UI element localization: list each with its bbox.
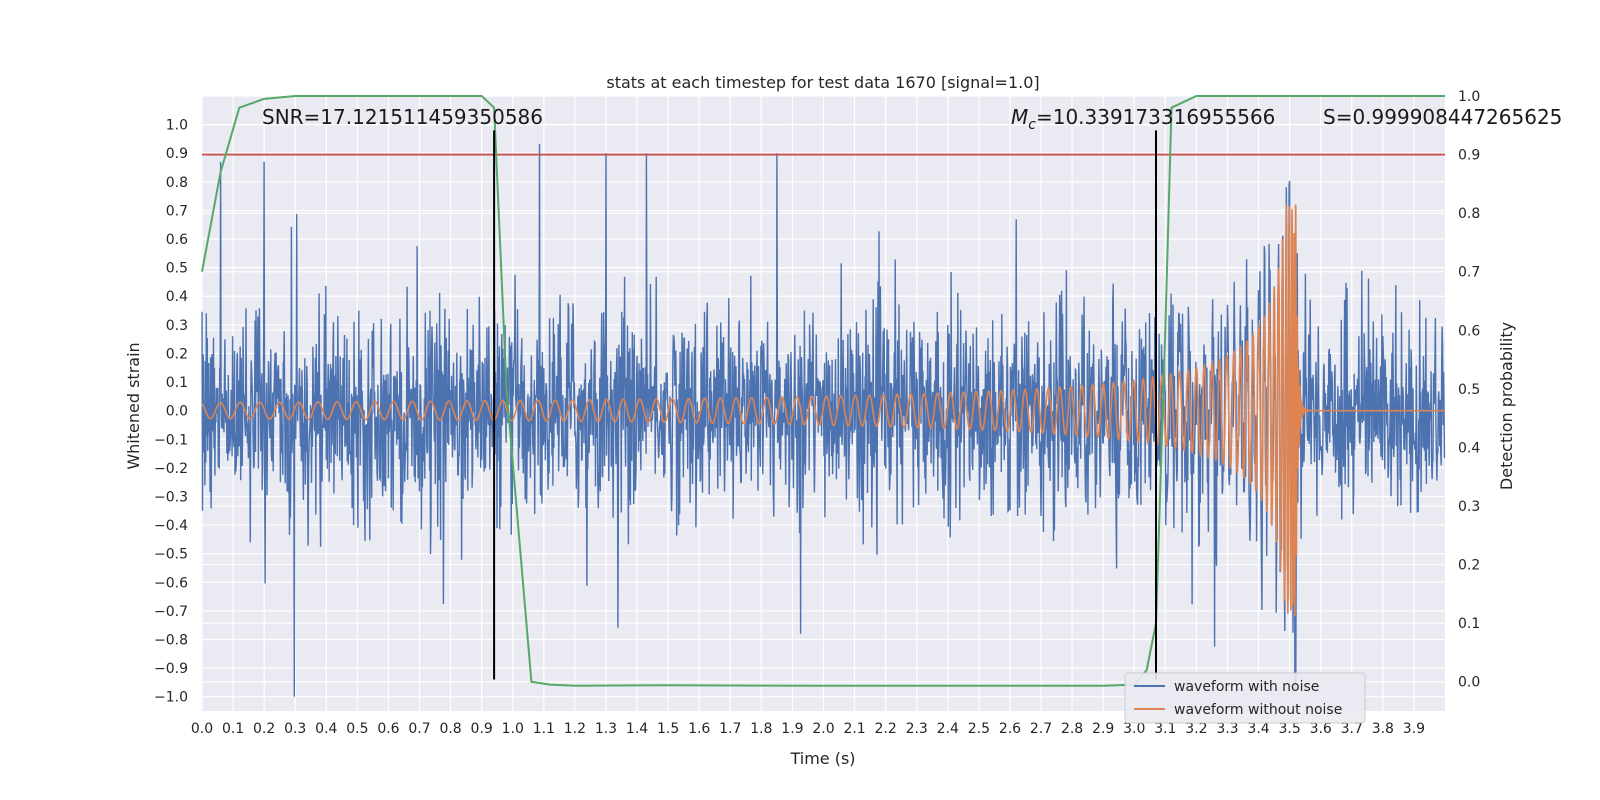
x-tick-label: 0.1	[222, 721, 244, 737]
y-tick-label: −0.3	[154, 489, 188, 505]
y-right-tick-label: 0.9	[1458, 148, 1480, 164]
chirp-mass-symbol: M	[1011, 105, 1028, 129]
y-tick-label: 0.2	[166, 346, 188, 362]
x-tick-label: 3.0	[1123, 721, 1145, 737]
y-right-tick-label: 1.0	[1458, 89, 1480, 105]
chirp-mass-value: =10.339173316955566	[1036, 105, 1275, 129]
y-tick-label: 0.6	[166, 232, 188, 248]
x-tick-label: 3.1	[1154, 721, 1176, 737]
y-right-tick-label: 0.4	[1458, 440, 1480, 456]
x-axis-label: Time (s)	[789, 749, 855, 768]
x-tick-label: 0.9	[471, 721, 493, 737]
x-tick-label: 1.5	[657, 721, 679, 737]
y-tick-label: −0.4	[154, 518, 188, 534]
y-tick-label: 0.5	[166, 261, 188, 277]
x-tick-label: 2.1	[843, 721, 865, 737]
y-tick-label: −1.0	[154, 690, 188, 706]
y-tick-label: −0.5	[154, 547, 188, 563]
y-tick-label: −0.2	[154, 461, 188, 477]
clean-line	[201, 204, 1445, 617]
x-tick-label: 1.6	[688, 721, 710, 737]
y-tick-label: 0.3	[166, 318, 188, 334]
x-tick-label: 1.4	[626, 721, 648, 737]
probability-line	[201, 95, 1445, 687]
x-tick-label: 2.5	[968, 721, 990, 737]
y-tick-label: 0.8	[166, 175, 188, 191]
x-tick-label: 0.5	[346, 721, 368, 737]
y-tick-label: −0.1	[154, 432, 188, 448]
chirp-mass-annotation: Mc=10.339173316955566	[1011, 105, 1275, 133]
y-tick-label: 0.7	[166, 203, 188, 219]
x-tick-label: 1.3	[595, 721, 617, 737]
y-tick-label: −0.9	[154, 661, 188, 677]
x-tick-label: 0.8	[439, 721, 461, 737]
x-tick-label: 3.4	[1247, 721, 1269, 737]
x-tick-label: 0.4	[315, 721, 337, 737]
y-axis-label: Whitened strain	[124, 342, 143, 469]
legend: waveform with noise waveform without noi…	[1124, 672, 1366, 724]
x-tick-label: 2.4	[937, 721, 959, 737]
x-tick-label: 0.2	[253, 721, 275, 737]
x-tick-label: 0.0	[191, 721, 213, 737]
x-tick-label: 3.9	[1403, 721, 1425, 737]
y-tick-label: 0.1	[166, 375, 188, 391]
chirp-mass-subscript: c	[1028, 117, 1036, 133]
x-tick-label: 0.6	[377, 721, 399, 737]
x-tick-label: 3.5	[1278, 721, 1300, 737]
legend-label-noise: waveform with noise	[1174, 679, 1319, 695]
x-tick-label: 1.9	[781, 721, 803, 737]
y-tick-label: 0.9	[166, 146, 188, 162]
vertical-markers	[493, 130, 1158, 680]
score-annotation: S=0.999908447265625	[1323, 105, 1562, 129]
chart-title: stats at each timestep for test data 167…	[606, 73, 1039, 92]
y-right-tick-label: 0.8	[1458, 206, 1480, 222]
legend-label-clean: waveform without noise	[1174, 702, 1342, 718]
x-tick-label: 0.7	[408, 721, 430, 737]
y-right-tick-label: 0.3	[1458, 499, 1480, 515]
y-right-axis-label: Detection probability	[1497, 322, 1516, 490]
x-tick-label: 1.0	[502, 721, 524, 737]
x-tick-label: 3.7	[1341, 721, 1363, 737]
y-right-tick-label: 0.6	[1458, 323, 1480, 339]
series-waveform-without-noise	[201, 204, 1445, 617]
y-right-tick-labels: 1.0 0.9 0.8 0.7 0.6 0.5 0.4 0.3 0.2 0.1 0.0	[1458, 89, 1480, 691]
x-tick-label: 2.7	[1030, 721, 1052, 737]
y-right-tick-label: 0.0	[1458, 675, 1480, 691]
x-tick-label: 3.8	[1372, 721, 1394, 737]
x-tick-label: 1.2	[564, 721, 586, 737]
x-tick-label: 1.1	[533, 721, 555, 737]
x-tick-label: 3.3	[1216, 721, 1238, 737]
x-tick-label: 3.2	[1185, 721, 1207, 737]
legend-box	[1124, 672, 1366, 724]
x-tick-label: 3.6	[1310, 721, 1332, 737]
y-right-tick-label: 0.5	[1458, 382, 1480, 398]
x-tick-label: 0.3	[284, 721, 306, 737]
y-tick-label: 0.0	[166, 404, 188, 420]
series-detection-probability	[201, 95, 1445, 687]
x-tick-labels: 0.0 0.1 0.2 0.3 0.4 0.5 0.6 0.7 0.8 0.9 1.0 1.1 1.2 1…	[191, 721, 1425, 737]
y-tick-label: 1.0	[166, 118, 188, 134]
y-right-tick-label: 0.2	[1458, 558, 1480, 574]
snr-annotation: SNR=17.121511459350586	[262, 105, 543, 129]
x-tick-label: 2.6	[999, 721, 1021, 737]
y-tick-label: −0.7	[154, 604, 188, 620]
y-tick-label: 0.4	[166, 289, 188, 305]
y-tick-label: −0.6	[154, 575, 188, 591]
x-tick-label: 2.9	[1092, 721, 1114, 737]
x-tick-label: 1.7	[719, 721, 741, 737]
x-tick-label: 2.3	[906, 721, 928, 737]
x-tick-label: 2.0	[812, 721, 834, 737]
x-tick-label: 2.2	[875, 721, 897, 737]
y-tick-labels: 1.0 0.9 0.8 0.7 0.6 0.5 0.4 0.3 0.2 0.1 0.0 −0.1 −0.…	[154, 118, 188, 706]
y-tick-label: −0.8	[154, 632, 188, 648]
x-tick-label: 1.8	[750, 721, 772, 737]
x-tick-label: 2.8	[1061, 721, 1083, 737]
y-right-tick-label: 0.1	[1458, 616, 1480, 632]
y-right-tick-label: 0.7	[1458, 265, 1480, 281]
